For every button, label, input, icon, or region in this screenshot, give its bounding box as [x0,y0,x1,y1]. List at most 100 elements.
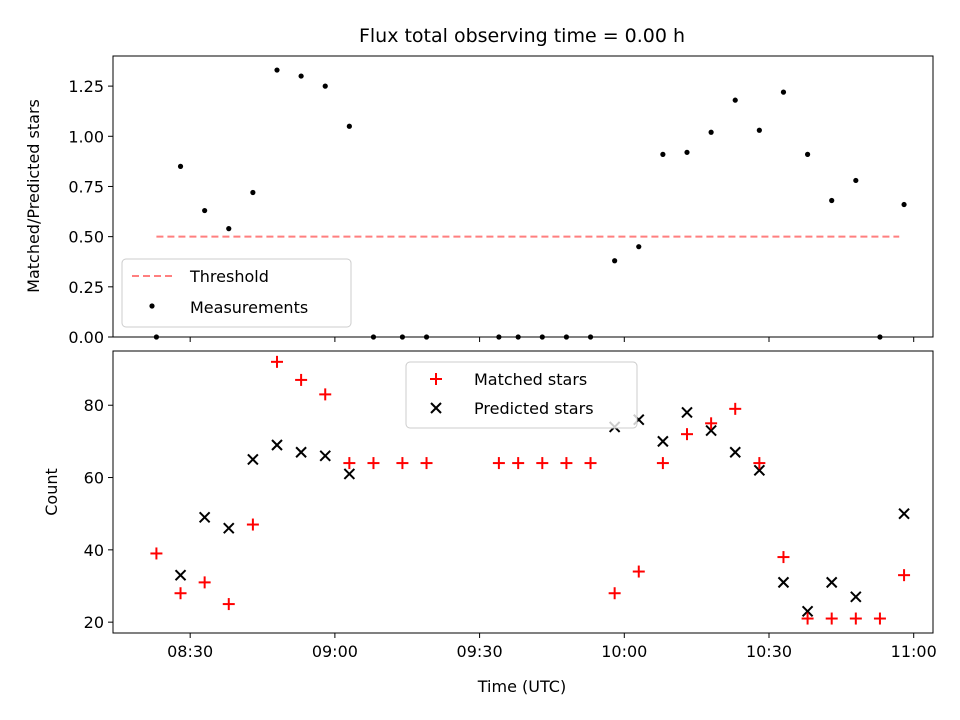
ratio-y-tick-label: 0.25 [68,278,104,297]
predicted-star-point [681,406,693,419]
ratio-axes-frame [112,55,934,338]
predicted-star-point [223,522,235,534]
measurement-point [756,127,762,133]
measurement-point [250,189,256,196]
count-y-tick-label: 40 [84,541,104,560]
measurement-point [226,226,232,232]
legend-predicted-swatch [430,402,442,414]
predicted-star-point [295,446,307,458]
matched-star-point [801,612,814,625]
measurement-point [804,151,811,157]
matched-star-point [632,565,645,578]
matched-star-point [174,587,187,600]
matched-star-point [295,373,308,386]
predicted-star-point [198,511,211,524]
count-y-axis-label: Count [42,468,61,516]
ratio-legend: Threshold Measurements [121,258,352,328]
count-axes-frame [112,350,934,634]
measurement-point [346,123,352,129]
ratio-y-tick-label: 1.00 [68,127,104,146]
x-axis-label: Time (UTC) [477,677,566,696]
matched-star-point [777,551,790,564]
measurement-point [901,201,907,208]
predicted-star-point [174,569,187,581]
matched-star-point [825,612,838,625]
x-tick-label: 09:00 [312,642,358,661]
matched-star-point [492,457,505,470]
matched-star-point [150,547,163,560]
predicted-star-point [247,453,259,466]
ratio-y-axis-label: Matched/Predicted stars [24,99,43,293]
measurement-point [780,89,787,95]
matched-star-point [898,569,911,582]
matched-star-point [849,612,862,625]
measurement-point [202,207,208,214]
predicted-star-point [898,507,910,520]
count-y-tick-label: 60 [84,469,104,488]
matched-star-point [608,587,621,600]
matched-star-point [512,457,525,470]
matched-star-point [222,598,235,611]
count-legend: Matched stars Predicted stars [405,361,638,429]
legend-matched-swatch [430,373,442,385]
legend-threshold-label: Threshold [189,267,269,286]
legend-measurements-swatch [149,303,155,309]
matched-star-point [584,457,597,470]
measurement-point [298,73,304,79]
predicted-star-point [777,576,790,589]
measurement-point [853,177,859,184]
predicted-star-point [729,446,741,458]
measurement-point [322,83,328,89]
matched-star-point [681,428,693,441]
predicted-star-point [271,439,283,451]
matched-star-point [753,457,766,470]
measurement-point [708,129,714,135]
matched-star-point [560,457,573,470]
matched-star-point [198,576,211,589]
matched-star-point [536,457,549,470]
matched-star-point [656,457,669,470]
x-tick-label: 10:30 [746,642,792,661]
matched-star-point [420,457,433,470]
measurement-point [177,163,184,169]
count-y-tick-label: 20 [84,613,104,632]
matched-star-point [705,417,718,430]
predicted-star-point [657,435,669,448]
predicted-star-point [705,424,717,437]
ratio-y-tick-label: 0.50 [68,228,104,247]
predicted-star-point [825,576,838,589]
matched-star-point [729,402,742,415]
matched-star-point [343,457,356,470]
measurement-point [660,151,666,157]
predicted-star-point [753,464,766,477]
measurement-point [829,197,835,204]
ratio-y-tick-label: 1.25 [68,77,104,96]
legend-measurements-label: Measurements [190,298,308,317]
matched-star-point [246,518,259,531]
x-tick-label: 09:30 [457,642,503,661]
measurement-point [612,258,618,264]
measurement-point [636,244,642,250]
legend-predicted-label: Predicted stars [474,399,594,418]
measurement-point [732,97,738,103]
matched-star-point [873,612,886,625]
x-tick-label: 10:00 [601,642,647,661]
x-tick-label: 08:30 [167,642,213,661]
x-tick-label: 11:00 [891,642,937,661]
ratio-legend-box [121,258,352,328]
matched-star-point [396,457,409,470]
legend-matched-label: Matched stars [474,370,587,389]
ratio-panel: 0.00 0.25 0.50 0.75 1.00 1.25 Matched/Predict… [24,55,934,347]
measurement-point [684,149,690,155]
ratio-y-tick-label: 0.75 [68,177,104,196]
matched-star-point [271,355,283,368]
predicted-star-point [343,468,356,480]
chart-title: Flux total observing time = 0.00 h [359,25,685,47]
matched-star-point [367,457,380,470]
count-panel: 20 40 60 80 08:30 09:00 09:30 10:00 10:30 11:00 C… [42,350,937,696]
matched-star-point [319,388,332,401]
predicted-star-point [801,605,814,618]
count-y-tick-label: 80 [84,396,104,415]
predicted-star-point [850,591,862,603]
